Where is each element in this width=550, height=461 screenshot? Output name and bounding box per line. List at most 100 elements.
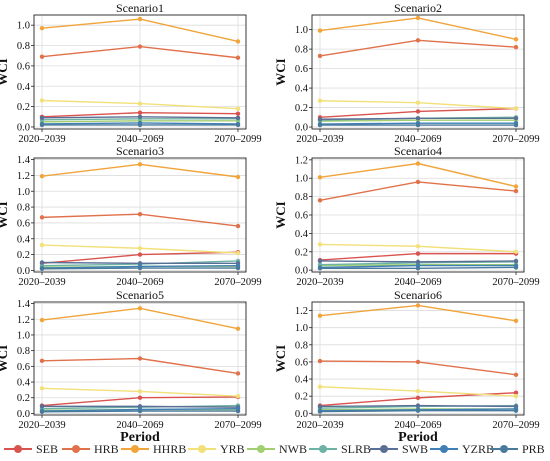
data-point-swb — [317, 117, 323, 122]
data-point-hrb — [137, 212, 143, 217]
data-point-hhrb — [137, 16, 143, 22]
y-tick-label: 0.8 — [295, 192, 308, 203]
data-point-prb — [235, 122, 241, 128]
data-point-hhrb — [415, 161, 421, 166]
panel-title: Scenario3 — [116, 144, 164, 158]
y-tick-label: 0.0 — [17, 122, 30, 133]
legend-item-nwb: NWB — [247, 438, 307, 460]
legend-swatch — [4, 438, 32, 460]
panel-title: Scenario5 — [116, 288, 164, 302]
data-point-hhrb — [39, 174, 45, 179]
data-point-seb — [137, 110, 143, 115]
chart-panel-1: Scenario1 WCI 0.0 0.2 0.4 0.6 0.8 1.0 2020–2039 2… — [0, 1, 262, 145]
y-tick-label: 0.2 — [17, 393, 30, 404]
data-point-hhrb — [513, 184, 519, 189]
data-point-prb — [137, 408, 143, 414]
legend-swatch — [309, 438, 337, 460]
data-point-hhrb — [235, 174, 241, 180]
data-point-yrb — [415, 100, 421, 105]
data-point-seb — [415, 109, 421, 114]
data-point-hhrb — [513, 37, 519, 42]
chart-panel-3: Scenario3 WCI 0.0 0.2 0.4 0.6 0.8 1.0 1.2 1.4 2020… — [0, 144, 262, 288]
data-point-prb — [415, 122, 421, 128]
y-tick-label: 1.4 — [17, 155, 31, 166]
data-point-yrb — [513, 249, 519, 254]
legend-item-seb: SEB — [4, 438, 58, 460]
y-tick-label: 0.4 — [17, 82, 31, 93]
y-tick-label: 0.0 — [295, 266, 308, 277]
y-tick-label: 1.0 — [17, 21, 30, 32]
legend-swatch — [430, 438, 458, 460]
data-point-swb — [235, 115, 241, 121]
x-tick-label: 2020–2039 — [296, 134, 343, 145]
chart-panel-2: Scenario2 WCI 0.0 0.2 0.4 0.6 0.8 1.0 2020–2039 2… — [273, 1, 540, 145]
data-point-prb — [39, 266, 45, 272]
legend-label: YRB — [220, 441, 245, 456]
y-tick-label: 0.0 — [295, 409, 308, 420]
data-point-swb — [415, 403, 421, 408]
legend-label: HHRB — [153, 441, 187, 456]
data-point-hhrb — [317, 313, 323, 318]
data-point-swb — [137, 261, 143, 266]
data-point-hrb — [39, 358, 45, 364]
chart-panel-5: Scenario5 WCI 0.0 0.2 0.4 0.6 0.8 1.0 1.2 1.4 2020… — [0, 288, 262, 431]
y-axis-label: WCI — [273, 345, 288, 372]
data-point-prb — [235, 265, 241, 271]
data-point-yrb — [235, 250, 241, 256]
y-tick-label: 1.0 — [17, 330, 30, 341]
legend-item-yzrb: YZRB — [430, 438, 494, 460]
y-tick-label: 0.4 — [17, 378, 31, 389]
data-point-yrb — [39, 98, 45, 103]
data-point-swb — [415, 116, 421, 121]
y-tick-label: 0.6 — [17, 362, 30, 373]
x-tick-label: 2020–2039 — [18, 134, 65, 145]
y-tick-label: 1.0 — [295, 25, 308, 36]
data-point-hrb — [317, 53, 323, 59]
chart-panel-4: Scenario4 WCI 0.0 0.2 0.4 0.6 0.8 1.0 1.2 2020–20… — [273, 144, 540, 288]
y-axis-label: WCI — [0, 201, 10, 228]
data-point-hhrb — [317, 175, 323, 180]
data-point-seb — [137, 252, 143, 257]
data-point-hhrb — [137, 306, 143, 311]
data-point-yrb — [317, 98, 323, 103]
y-tick-label: 1.2 — [295, 155, 308, 166]
y-tick-label: 0.8 — [17, 41, 30, 52]
x-tick-label: 2070–2099 — [214, 277, 261, 288]
data-point-hhrb — [235, 326, 241, 331]
data-point-yrb — [39, 386, 45, 391]
legend-swatch — [490, 438, 518, 460]
data-point-swb — [415, 259, 421, 265]
data-point-hrb — [137, 44, 143, 49]
y-tick-label: 0.2 — [17, 250, 30, 261]
data-point-swb — [317, 404, 323, 409]
data-point-prb — [513, 122, 519, 128]
data-point-hhrb — [235, 39, 241, 44]
legend-label: SLRB — [341, 441, 372, 456]
data-point-hrb — [415, 38, 421, 43]
data-point-hrb — [513, 188, 519, 194]
data-point-hrb — [235, 223, 241, 229]
x-axis-label-left: Period — [120, 430, 160, 445]
y-tick-label: 0.2 — [295, 392, 308, 403]
data-point-hrb — [415, 179, 421, 185]
data-point-hrb — [39, 54, 45, 59]
y-tick-label: 0.8 — [17, 346, 30, 357]
x-tick-label: 2020–2039 — [296, 420, 343, 431]
data-point-hrb — [513, 372, 519, 377]
data-point-seb — [415, 251, 421, 256]
y-tick-label: 1.2 — [295, 306, 308, 317]
y-tick-label: 0.0 — [17, 409, 30, 420]
y-tick-label: 1.0 — [17, 187, 30, 198]
data-point-yrb — [513, 393, 519, 399]
legend-label: YZRB — [462, 441, 495, 456]
x-tick-label: 2040–2069 — [116, 134, 163, 145]
y-tick-label: 0.2 — [295, 247, 308, 258]
legend-item-yrb: YRB — [188, 438, 245, 460]
legend-swatch — [62, 438, 90, 460]
x-tick-label: 2020–2039 — [18, 277, 65, 288]
y-tick-label: 0.8 — [17, 203, 30, 214]
x-tick-label: 2040–2069 — [394, 420, 441, 431]
data-point-swb — [513, 258, 519, 264]
data-point-prb — [415, 266, 421, 271]
x-tick-label: 2040–2069 — [116, 420, 163, 431]
